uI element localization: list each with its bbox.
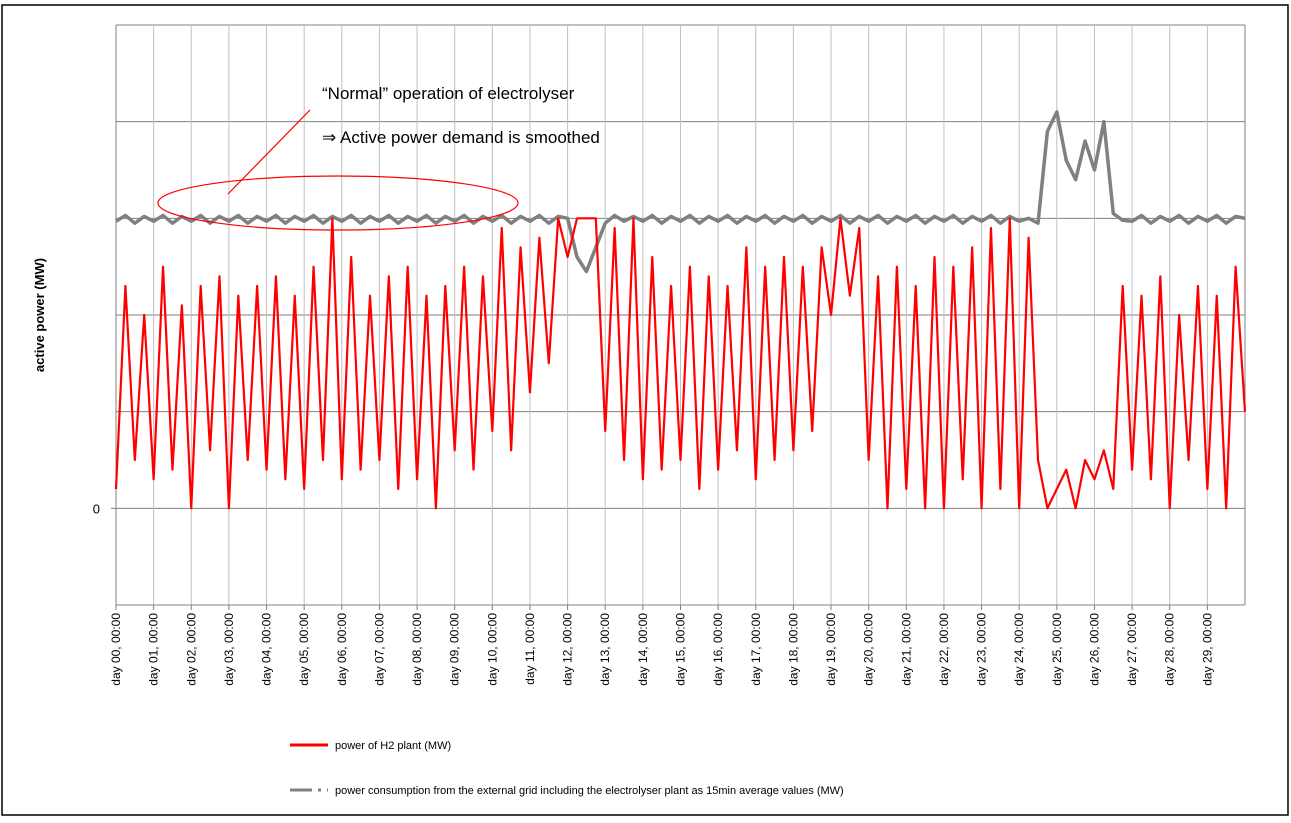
x-tick-label: day 25, 00:00 — [1050, 613, 1064, 686]
x-tick-label: day 26, 00:00 — [1087, 613, 1101, 686]
frame — [1, 4, 1289, 816]
x-tick-label: day 17, 00:00 — [749, 613, 763, 686]
annotation-ellipse — [157, 175, 519, 231]
x-tick-label: day 01, 00:00 — [147, 613, 161, 686]
x-tick-label: day 13, 00:00 — [598, 613, 612, 686]
x-tick-label: day 00, 00:00 — [109, 613, 123, 686]
x-tick-label: day 20, 00:00 — [862, 613, 876, 686]
x-tick-label: day 15, 00:00 — [674, 613, 688, 686]
x-tick-label: day 06, 00:00 — [335, 613, 349, 686]
x-tick-label: day 19, 00:00 — [824, 613, 838, 686]
y-axis-title: active power (MW) — [32, 258, 47, 372]
x-tick-label: day 10, 00:00 — [485, 613, 499, 686]
x-tick-label: day 28, 00:00 — [1163, 613, 1177, 686]
series-line — [115, 110, 1246, 274]
legend-label: power of H2 plant (MW) — [335, 740, 451, 752]
x-tick-label: day 02, 00:00 — [184, 613, 198, 686]
annotation: ⇒ Active power demand is smoothed — [322, 128, 600, 147]
x-tick-label: day 03, 00:00 — [222, 613, 236, 686]
x-tick-label: day 09, 00:00 — [448, 613, 462, 686]
x-tick-label: day 18, 00:00 — [786, 613, 800, 686]
x-tick-label: day 07, 00:00 — [372, 613, 386, 686]
x-tick-label: day 24, 00:00 — [1012, 613, 1026, 686]
series-line — [114, 217, 1247, 510]
x-tick-label: day 11, 00:00 — [523, 613, 537, 685]
x-tick-label: day 27, 00:00 — [1125, 613, 1139, 686]
x-tick-label: day 29, 00:00 — [1200, 613, 1214, 686]
annotation: “Normal” operation of electrolyser — [322, 84, 575, 103]
x-tick-label: day 23, 00:00 — [975, 613, 989, 686]
plot-area: 0 day 00, 00:00 day 01, 00:00 day 02, 00:00… — [93, 24, 1247, 686]
x-tick-label: day 08, 00:00 — [410, 613, 424, 686]
annotation-pointer — [227, 109, 311, 195]
x-tick-label: day 04, 00:00 — [260, 613, 274, 686]
x-tick-label: day 05, 00:00 — [297, 613, 311, 686]
x-tick-label: day 14, 00:00 — [636, 613, 650, 686]
x-tick-label: day 12, 00:00 — [561, 613, 575, 686]
x-tick-label: day 22, 00:00 — [937, 613, 951, 686]
x-tick-label: day 16, 00:00 — [711, 613, 725, 686]
legend-label: power consumption from the external grid… — [335, 785, 844, 797]
y-tick-label: 0 — [93, 501, 100, 516]
x-tick-label: day 21, 00:00 — [899, 613, 913, 686]
